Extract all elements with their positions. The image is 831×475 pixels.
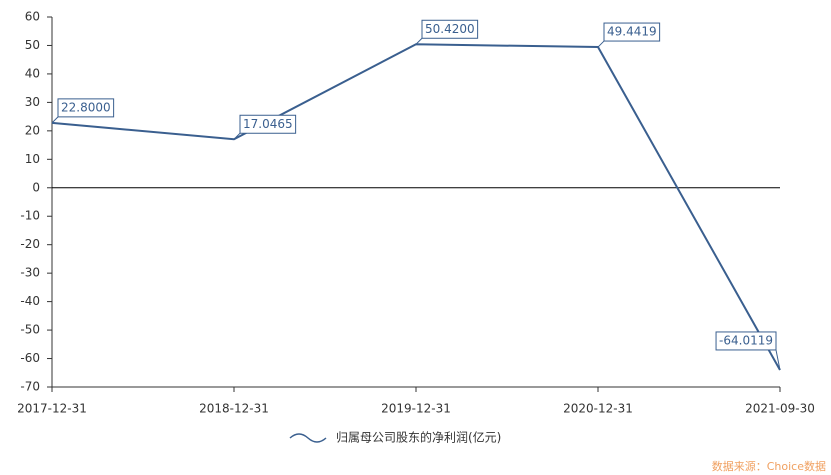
value-label: 17.0465 (243, 117, 293, 131)
value-label: 49.4419 (607, 25, 657, 39)
label-box (715, 331, 777, 351)
y-tick-label: -10 (20, 209, 40, 223)
label-leader (233, 132, 241, 140)
label-leader (415, 37, 423, 45)
line-series (51, 43, 781, 371)
label-leader (775, 349, 781, 371)
label-leader (51, 116, 59, 124)
value-label: 50.4200 (425, 22, 475, 36)
x-tick-label: 2017-12-31 (17, 402, 87, 416)
y-tick-label: 20 (25, 123, 40, 137)
y-tick-label: 60 (25, 10, 40, 24)
label-box (239, 114, 297, 134)
legend-icon (289, 433, 327, 443)
y-tick-label: -20 (20, 237, 40, 251)
x-tick-label: 2018-12-31 (199, 402, 269, 416)
source-note: 数据来源：Choice数据 (712, 459, 826, 473)
label-box (421, 19, 479, 39)
y-tick-label: 10 (25, 152, 40, 166)
y-tick-label: -40 (20, 294, 40, 308)
value-label: 22.8000 (61, 100, 111, 114)
x-tick-label: 2020-12-31 (563, 402, 633, 416)
y-tick-label: -70 (20, 380, 40, 394)
y-tick-label: 30 (25, 95, 40, 109)
label-box (603, 22, 661, 42)
label-leader (597, 40, 605, 48)
y-tick-label: 40 (25, 66, 40, 80)
y-tick-label: -50 (20, 323, 40, 337)
legend-label: 归属母公司股东的净利润(亿元) (336, 430, 501, 445)
label-box (57, 98, 115, 118)
value-label: -64.0119 (719, 333, 773, 347)
y-tick-label: 0 (32, 180, 40, 194)
x-tick-label: 2021-09-30 (745, 402, 815, 416)
y-tick-label: 50 (25, 38, 40, 52)
x-tick-label: 2019-12-31 (381, 402, 451, 416)
y-tick-label: -60 (20, 351, 40, 365)
y-tick-label: -30 (20, 266, 40, 280)
